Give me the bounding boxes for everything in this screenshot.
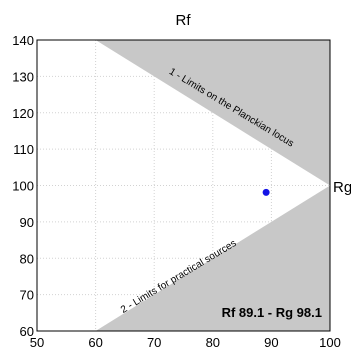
y-tick-label-140: 140 [12, 33, 34, 48]
x-tick-label-100: 100 [319, 335, 341, 350]
y-tick-label-80: 80 [20, 251, 34, 266]
y-axis-title: Rg [333, 179, 351, 196]
y-tick-label-60: 60 [20, 324, 34, 339]
x-tick-label-90: 90 [264, 335, 278, 350]
plot-border [36, 39, 331, 332]
data-points [262, 188, 270, 196]
x-tick-label-50: 50 [30, 335, 44, 350]
plot-frame [36, 39, 331, 332]
y-tick-label-100: 100 [12, 179, 34, 194]
planckian-locus-region [37, 40, 330, 331]
x-axis-title: Rf [176, 12, 192, 29]
x-tick-label-80: 80 [206, 335, 220, 350]
data-point-0 [262, 188, 270, 196]
y-tick-label-120: 120 [12, 106, 34, 121]
fidelity-gamut-regions [37, 40, 330, 331]
y-tick-label-130: 130 [12, 69, 34, 84]
x-tick-label-60: 60 [88, 335, 102, 350]
y-tick-label-90: 90 [20, 215, 34, 230]
y-tick-label-110: 110 [13, 142, 34, 157]
y-tick-label-70: 70 [20, 288, 34, 303]
rf-rg-readout: Rf 89.1 - Rg 98.1 [222, 305, 322, 320]
x-tick-label-70: 70 [147, 335, 161, 350]
